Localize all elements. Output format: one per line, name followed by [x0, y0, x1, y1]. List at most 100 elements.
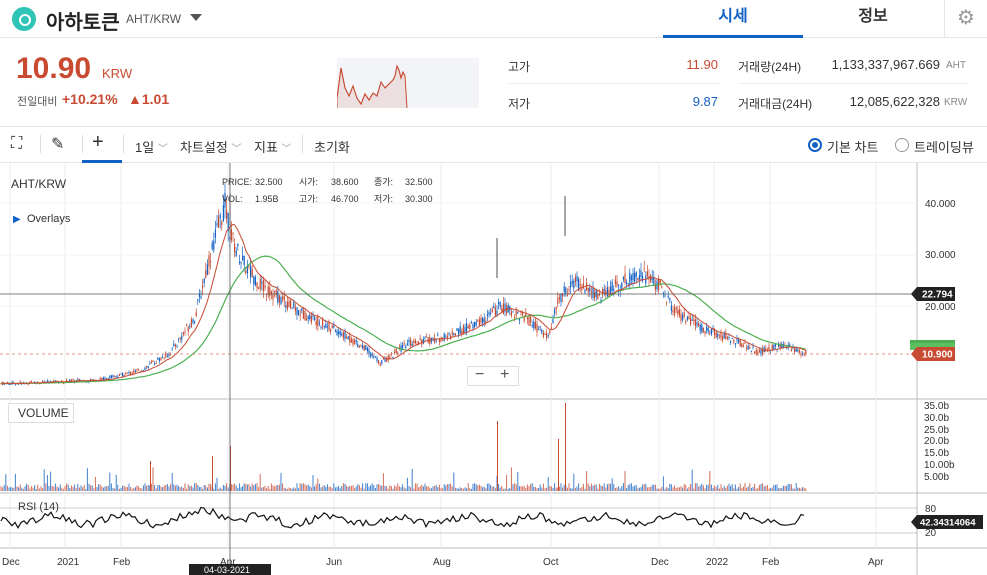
- candle-body: [277, 291, 279, 303]
- candle-body: [582, 283, 584, 289]
- indicators-menu[interactable]: 지표 ﹀: [254, 137, 292, 156]
- volume-bar: [14, 473, 16, 491]
- volume-bar: [320, 487, 322, 491]
- interval-select[interactable]: 1일 ﹀: [135, 137, 168, 156]
- candle-body: [275, 290, 277, 296]
- indicators-label: 지표: [254, 140, 278, 155]
- candle-body: [613, 288, 615, 291]
- candle-body: [50, 380, 52, 382]
- candle-body: [338, 331, 340, 334]
- volume-bar: [742, 486, 744, 491]
- volume-bar: [715, 487, 717, 491]
- candle-body: [570, 282, 572, 288]
- overlays-toggle-icon[interactable]: ▶: [13, 214, 21, 225]
- volume-bar: [120, 487, 122, 491]
- candle-body: [203, 278, 205, 284]
- tradingview-label[interactable]: 트레이딩뷰: [914, 140, 974, 155]
- candle-body: [632, 272, 634, 281]
- candle-body: [242, 255, 244, 261]
- chevron-down-icon[interactable]: [190, 14, 202, 21]
- candle-body: [744, 342, 746, 344]
- candle-body: [299, 314, 301, 316]
- volume-bar: [248, 484, 250, 491]
- volume-bar: [704, 488, 706, 491]
- candle-body: [547, 335, 549, 337]
- basic-chart-radio[interactable]: [808, 138, 822, 152]
- crosshair-icon[interactable]: +: [92, 131, 104, 153]
- volume-bar: [702, 485, 704, 491]
- gear-icon[interactable]: ⚙: [944, 0, 987, 38]
- candle-body: [99, 378, 101, 380]
- candle-body: [424, 337, 426, 339]
- volume-bar: [472, 483, 474, 491]
- volume-bar: [534, 487, 536, 491]
- volume-bar: [690, 484, 692, 491]
- volume-bar: [221, 488, 223, 491]
- coin-name[interactable]: 아하토큰: [46, 12, 120, 34]
- volume-bar: [485, 488, 487, 491]
- volume-bar: [778, 488, 780, 491]
- volume-bar: [680, 486, 682, 491]
- candle-body: [661, 286, 663, 288]
- overlays-label[interactable]: Overlays: [27, 213, 71, 225]
- candle-body: [165, 352, 167, 358]
- pencil-icon[interactable]: ✎: [51, 136, 65, 153]
- chart-settings-menu[interactable]: 차트설정 ﹀: [180, 137, 241, 156]
- volume-bar: [443, 484, 445, 491]
- fullscreen-icon[interactable]: ⛶: [11, 135, 23, 152]
- volume-bar: [792, 488, 794, 491]
- volume-bar: [667, 488, 669, 491]
- volume-bar: [758, 484, 760, 491]
- volume-bar: [346, 485, 348, 491]
- candle-body: [456, 328, 458, 332]
- volume-bar: [237, 488, 239, 491]
- zoom-out-button[interactable]: −: [475, 366, 485, 383]
- volume-tick: 5.00b: [924, 472, 949, 483]
- basic-chart-label[interactable]: 기본 차트: [827, 140, 879, 155]
- candle-body: [517, 311, 519, 313]
- volume-bar: [162, 487, 164, 491]
- candle-body: [30, 381, 32, 383]
- volume-bar: [299, 483, 301, 491]
- candle-body: [125, 373, 127, 375]
- candle-body: [37, 381, 39, 383]
- crosshair-date-tag: 04-03-2021: [189, 564, 271, 575]
- volume-bar: [568, 483, 570, 491]
- volume-bar: [27, 485, 29, 491]
- candle-body: [482, 317, 484, 324]
- coin-pair[interactable]: AHT/KRW: [126, 12, 182, 26]
- candle-body: [688, 316, 690, 320]
- volume-bar: [710, 484, 712, 491]
- volume-bar: [309, 486, 311, 491]
- volume-bar: [670, 484, 672, 491]
- candle-body: [490, 312, 492, 314]
- candle-body: [440, 338, 442, 343]
- candle-body: [707, 327, 709, 333]
- volume-bar: [378, 484, 380, 491]
- candle-body: [264, 285, 266, 288]
- volume-bar: [453, 472, 455, 491]
- volume-bar: [653, 484, 655, 491]
- candle-body: [254, 276, 256, 286]
- candle-body: [714, 329, 716, 335]
- candle-body: [555, 306, 557, 311]
- candle-body: [128, 372, 130, 374]
- volume-bar: [56, 486, 58, 491]
- volume-bar: [656, 488, 658, 491]
- zoom-in-button[interactable]: +: [500, 366, 510, 383]
- volume-bar: [501, 485, 503, 491]
- tab-info[interactable]: 정보: [858, 8, 888, 25]
- price-chart[interactable]: AHT/KRW ▶ Overlays PRICE: 32.500 시가: 38.…: [0, 163, 987, 575]
- tradingview-radio[interactable]: [895, 138, 909, 152]
- candle-body: [539, 326, 541, 328]
- candle-body: [315, 320, 317, 326]
- volume-bar: [158, 484, 160, 491]
- candle-body: [90, 378, 92, 380]
- volume-bar: [48, 485, 50, 491]
- reset-button[interactable]: 초기화: [314, 140, 350, 155]
- candle-body: [2, 382, 4, 385]
- tab-price[interactable]: 시세: [663, 0, 803, 38]
- volume-bar: [352, 485, 354, 491]
- volume-bar: [203, 485, 205, 491]
- volume-bar: [192, 487, 194, 491]
